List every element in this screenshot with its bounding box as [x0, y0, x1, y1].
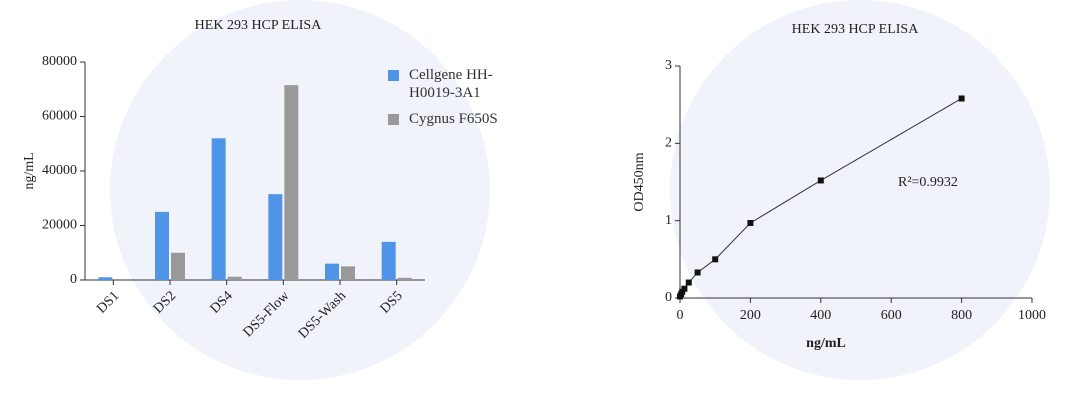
- bar: [381, 241, 396, 280]
- annotation: R²=0.9932: [898, 175, 958, 190]
- x-tick-label: 600: [881, 308, 902, 323]
- point: [747, 219, 754, 226]
- chart-title: HEK 293 HCP ELISA: [195, 18, 323, 33]
- legend-swatch: [388, 70, 399, 81]
- x-axis-label: ng/mL: [806, 336, 846, 351]
- x-tick-label: DS1: [94, 288, 122, 316]
- y-tick-label: 0: [70, 272, 77, 287]
- bar: [211, 138, 226, 280]
- legend: Cellgene HH-H0019-3A1 Cygnus F650S: [388, 66, 538, 136]
- point: [681, 285, 688, 292]
- chart-title: HEK 293 HCP ELISA: [792, 22, 920, 37]
- y-axis-label: ng/mL: [22, 152, 37, 189]
- point: [685, 279, 692, 286]
- x-tick-label: 0: [677, 308, 684, 323]
- point: [679, 288, 686, 295]
- legend-label: Cellgene HH-H0019-3A1: [409, 67, 493, 101]
- y-tick-label: 80000: [42, 54, 77, 69]
- bar: [341, 266, 355, 280]
- bar: [284, 85, 299, 280]
- x-tick-label: 400: [810, 308, 831, 323]
- bar: [171, 252, 185, 280]
- y-tick-label: 60000: [42, 109, 77, 124]
- bar: [397, 277, 412, 280]
- y-tick-label: 3: [665, 58, 672, 73]
- y-axis-label: OD450nm: [632, 152, 647, 211]
- y-tick-label: 40000: [42, 163, 77, 178]
- legend-label: Cygnus F650S: [409, 111, 498, 127]
- x-tick-label: 1000: [1018, 308, 1046, 323]
- legend-swatch: [388, 114, 399, 125]
- point: [712, 256, 719, 263]
- point: [958, 95, 965, 102]
- bar: [268, 194, 283, 280]
- bar: [98, 277, 113, 280]
- watermark: [110, 0, 1050, 380]
- y-tick-label: 1: [665, 213, 672, 228]
- bar: [155, 211, 169, 280]
- x-tick-label: 200: [740, 308, 761, 323]
- point: [817, 177, 824, 184]
- legend-item: Cellgene HH-H0019-3A1: [388, 66, 538, 102]
- point: [694, 269, 701, 276]
- legend-item: Cygnus F650S: [388, 110, 538, 128]
- y-tick-label: 20000: [42, 218, 77, 233]
- y-tick-label: 0: [665, 290, 672, 305]
- bar: [325, 263, 339, 280]
- x-tick-label: 800: [951, 308, 972, 323]
- bar: [227, 276, 242, 280]
- y-tick-label: 2: [665, 136, 672, 151]
